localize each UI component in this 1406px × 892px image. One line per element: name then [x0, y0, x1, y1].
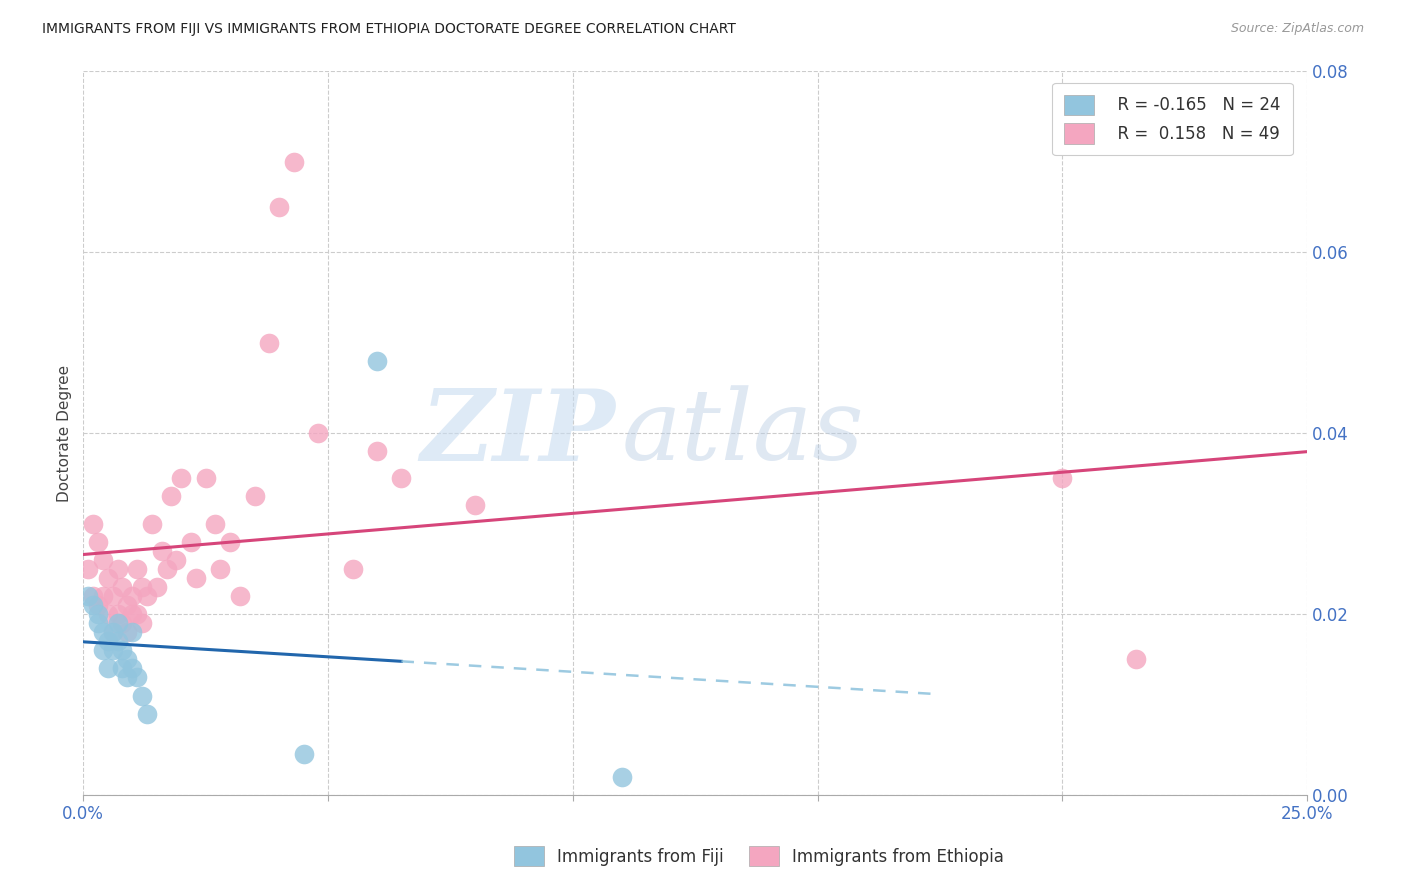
Point [243, 490, 266, 504]
Text: IMMIGRANTS FROM FIJI VS IMMIGRANTS FROM ETHIOPIA DOCTORATE DEGREE CORRELATION CH: IMMIGRANTS FROM FIJI VS IMMIGRANTS FROM … [42, 22, 737, 37]
Point [82, 598, 104, 612]
Text: ZIP: ZIP [420, 384, 616, 482]
Point [1125, 652, 1147, 666]
Point [391, 471, 413, 485]
Point [366, 444, 388, 458]
Point [77, 589, 100, 603]
Point [107, 562, 129, 576]
Point [121, 661, 143, 675]
Point [97, 607, 120, 621]
Point [219, 534, 242, 549]
Point [204, 516, 226, 531]
Point [209, 562, 232, 576]
Point [610, 770, 633, 784]
Point [107, 607, 129, 621]
Point [91, 589, 114, 603]
Point [87, 598, 110, 612]
Point [136, 706, 159, 721]
Point [269, 200, 291, 214]
Point [87, 616, 110, 631]
Point [82, 516, 104, 531]
Point [101, 625, 124, 640]
Point [91, 625, 114, 640]
Point [283, 154, 305, 169]
Point [91, 553, 114, 567]
Point [127, 670, 149, 684]
Text: atlas: atlas [621, 385, 865, 481]
Point [145, 580, 167, 594]
Point [121, 607, 143, 621]
Point [87, 534, 110, 549]
Point [117, 598, 139, 612]
Point [107, 616, 129, 631]
Point [150, 543, 173, 558]
Legend: Immigrants from Fiji, Immigrants from Ethiopia: Immigrants from Fiji, Immigrants from Et… [506, 838, 1012, 875]
Point [101, 589, 124, 603]
Point [127, 607, 149, 621]
Point [107, 634, 129, 648]
Point [117, 625, 139, 640]
Point [180, 534, 202, 549]
Point [111, 661, 134, 675]
Point [77, 562, 100, 576]
Y-axis label: Doctorate Degree: Doctorate Degree [58, 365, 72, 501]
Point [136, 589, 159, 603]
Point [165, 553, 187, 567]
Point [121, 625, 143, 640]
Point [194, 471, 217, 485]
Point [131, 580, 153, 594]
Legend:   R = -0.165   N = 24,   R =  0.158   N = 49: R = -0.165 N = 24, R = 0.158 N = 49 [1053, 83, 1292, 155]
Point [117, 670, 139, 684]
Point [101, 643, 124, 657]
Point [141, 516, 163, 531]
Point [170, 471, 193, 485]
Point [117, 652, 139, 666]
Point [184, 571, 207, 585]
Point [127, 562, 149, 576]
Point [121, 589, 143, 603]
Point [111, 616, 134, 631]
Point [342, 562, 364, 576]
Point [97, 661, 120, 675]
Point [155, 562, 177, 576]
Point [97, 571, 120, 585]
Point [131, 616, 153, 631]
Point [111, 643, 134, 657]
Point [91, 643, 114, 657]
Point [307, 425, 329, 440]
Point [292, 747, 315, 762]
Point [82, 589, 104, 603]
Point [1052, 471, 1074, 485]
Point [87, 607, 110, 621]
Text: Source: ZipAtlas.com: Source: ZipAtlas.com [1230, 22, 1364, 36]
Point [97, 634, 120, 648]
Point [101, 625, 124, 640]
Point [366, 353, 388, 368]
Point [259, 335, 281, 350]
Point [160, 490, 183, 504]
Point [229, 589, 252, 603]
Point [131, 689, 153, 703]
Point [464, 499, 486, 513]
Point [111, 580, 134, 594]
